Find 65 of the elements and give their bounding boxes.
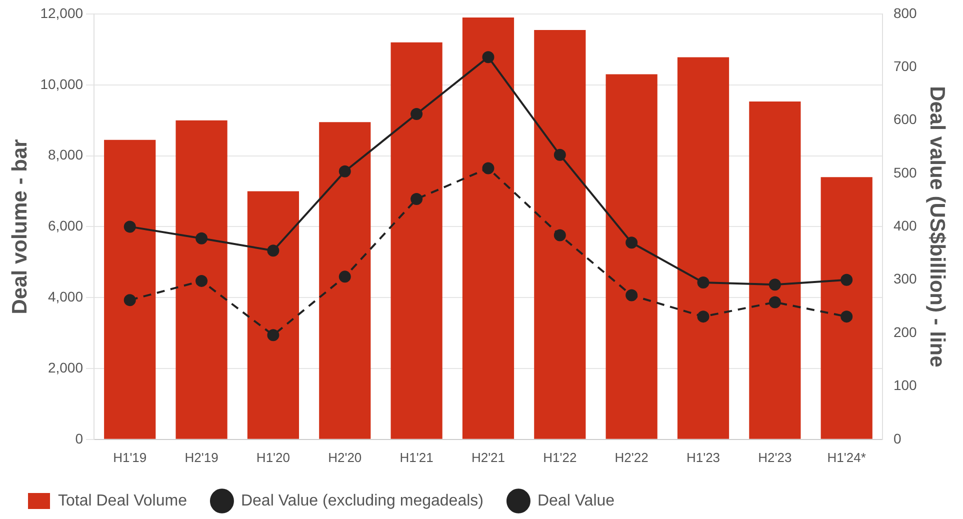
bar [820,177,872,439]
y-tick-label: 0 [75,430,84,446]
y-tick-label: 4,000 [48,288,84,304]
point [768,278,781,291]
x-tick-label: H1'21 [400,450,434,465]
point [267,244,280,257]
bar [104,140,156,439]
point [697,310,710,323]
y2-axis-title: Deal value (US$billion) - line [926,86,949,368]
y2-tick-label: 800 [893,4,918,21]
bar [606,74,658,439]
y2-tick-label: 400 [893,218,918,234]
bar [319,122,371,439]
legend-label: Total Deal Volume [58,492,188,510]
x-tick-label: H1'23 [686,450,720,465]
x-tick-label: H1'22 [543,450,577,465]
bar [462,18,514,439]
point [124,294,136,306]
y2-tick-label: 100 [893,377,918,394]
point [482,162,494,174]
y-tick-label: 6,000 [48,218,84,234]
point [196,232,208,244]
y-tick-label: 10,000 [40,76,84,92]
x-tick-label: H2'22 [614,450,648,465]
x-tick-label: H2'21 [471,450,506,465]
point [338,165,351,178]
x-tick-label: H2'23 [758,450,792,465]
point [626,289,638,302]
y2-tick-label: 700 [893,58,918,74]
point [697,276,710,289]
y2-tick-label: 200 [893,324,918,340]
legend-label: Deal Value (excluding megadeals) [240,492,484,510]
y-axis-title: Deal volume - bar [8,139,32,314]
bar [677,57,730,439]
point [482,51,494,64]
point [840,274,853,286]
bar [176,120,228,439]
y2-tick-label: 600 [893,111,918,128]
point [840,310,853,323]
bar [247,191,300,439]
x-tick-label: H2'19 [184,450,218,465]
point [124,220,136,233]
y-tick-label: 8,000 [48,146,84,163]
y2-tick-label: 500 [893,164,918,180]
point [196,274,208,287]
y-tick-label: 2,000 [48,359,84,376]
legend-label: Deal Value [537,492,615,510]
bar [390,42,442,439]
x-tick-label: H1'24* [827,450,866,465]
point [410,193,423,206]
x-tick-label: H1'19 [113,450,147,465]
point [554,148,566,161]
point [768,296,781,308]
point [410,108,423,120]
point [338,270,351,283]
x-tick-label: H2'20 [328,450,362,465]
point [554,229,566,242]
point [267,329,280,342]
y-tick-label: 12,000 [40,4,84,21]
bar [534,30,586,439]
point [626,236,638,249]
y2-tick-label: 0 [893,430,902,446]
bar [749,102,801,439]
x-tick-label: H1'20 [256,450,290,465]
y2-tick-label: 300 [893,270,918,287]
